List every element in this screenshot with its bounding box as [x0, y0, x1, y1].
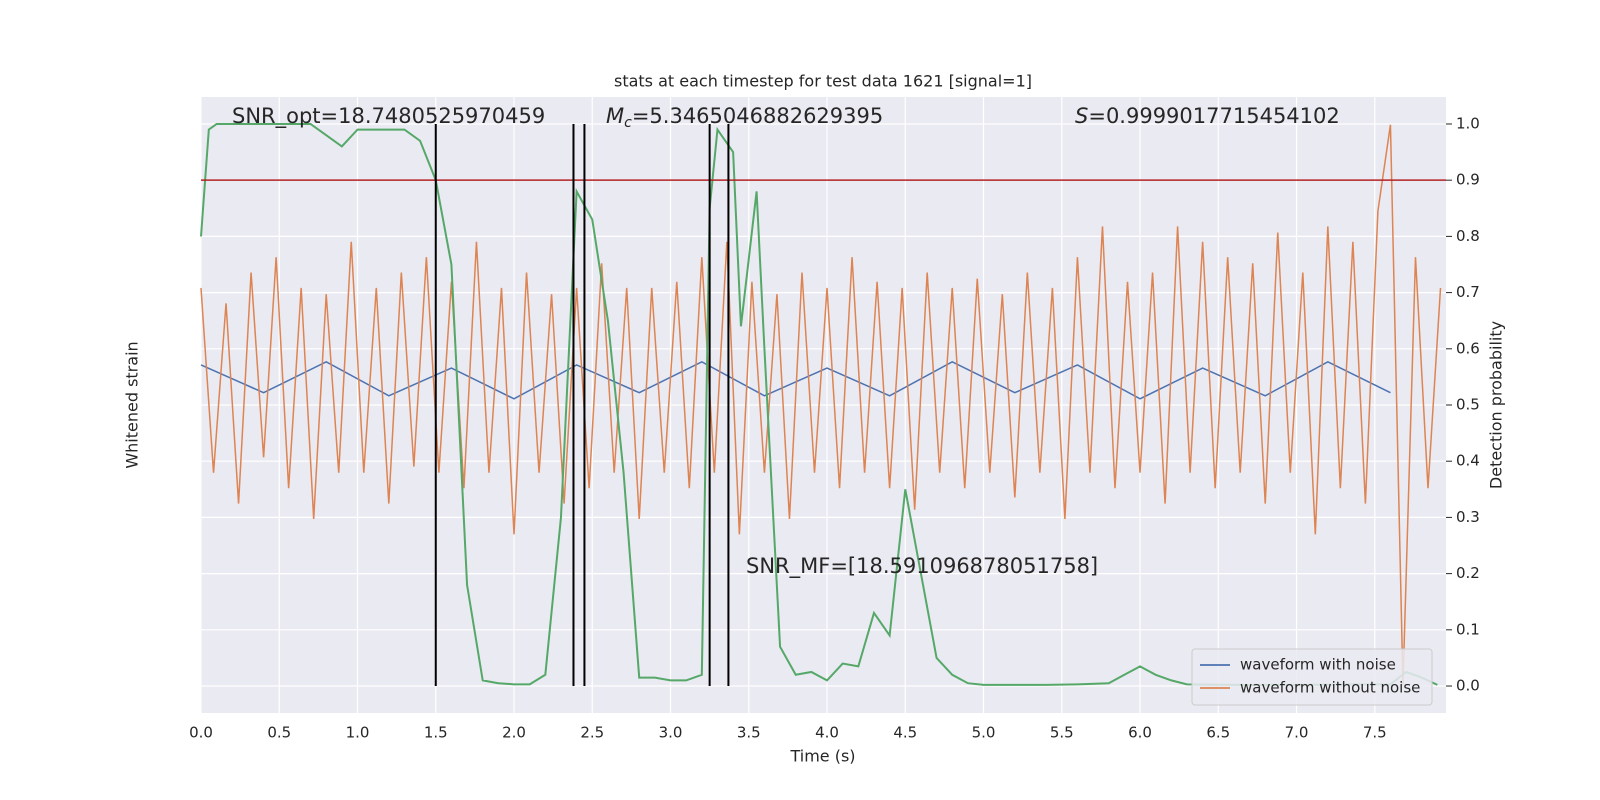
y-axis-label: Whitened strain [123, 341, 142, 468]
x-tick-label: 1.0 [346, 724, 370, 742]
legend-label: waveform without noise [1240, 679, 1420, 697]
x-tick-label: 4.5 [893, 724, 917, 742]
annotation-symbol: S [1075, 104, 1088, 128]
annotation-text: =5.3465046882629395 [632, 104, 883, 128]
x-tick-label: 6.0 [1128, 724, 1152, 742]
y2-tick-label: 0.0 [1456, 677, 1480, 695]
y2-tick-label: 0.4 [1456, 452, 1480, 470]
x-tick-label: 5.0 [972, 724, 996, 742]
annotation-subscript: c [624, 115, 632, 131]
legend-label: waveform with noise [1240, 656, 1396, 674]
x-tick-label: 0.5 [267, 724, 291, 742]
annotation-symbol: M [606, 104, 624, 128]
annotation: SNR_opt=18.7480525970459 [232, 104, 545, 129]
y2-tick-label: 0.7 [1456, 283, 1480, 301]
series-line [200, 124, 1442, 686]
x-tick-label: 7.5 [1363, 724, 1387, 742]
y2-tick-label: 0.2 [1456, 564, 1480, 582]
legend-box [1191, 648, 1433, 706]
chart-title: stats at each timestep for test data 162… [614, 72, 1032, 91]
x-tick-label: 3.0 [659, 724, 683, 742]
x-tick-label: 3.5 [737, 724, 761, 742]
annotation-text: SNR_MF=[18.591096878051758] [746, 554, 1098, 579]
y2-tick-label: 1.0 [1456, 114, 1480, 132]
x-tick-label: 4.0 [815, 724, 839, 742]
annotation-text: =0.9999017715454102 [1088, 104, 1339, 128]
x-tick-label: 2.0 [502, 724, 526, 742]
y2-tick-label: 0.5 [1456, 396, 1480, 414]
annotation: Mc=5.3465046882629395 [606, 104, 883, 131]
x-tick-label: 7.0 [1285, 724, 1309, 742]
x-axis-label: Time (s) [789, 747, 855, 766]
y2-tick-label: 0.9 [1456, 171, 1480, 189]
y2-tick-label: 0.3 [1456, 508, 1480, 526]
y2-axis-label: Detection probability [1487, 321, 1506, 489]
x-tick-label: 5.5 [1050, 724, 1074, 742]
y2-tick-label: 0.1 [1456, 620, 1480, 638]
y2-tick-label: 0.6 [1456, 339, 1480, 357]
annotation: SNR_MF=[18.591096878051758] [746, 554, 1098, 579]
x-tick-label: 6.5 [1206, 724, 1230, 742]
x-tick-label: 2.5 [580, 724, 604, 742]
x-tick-label: 1.5 [424, 724, 448, 742]
y2-tick-label: 0.8 [1456, 227, 1480, 245]
x-tick-label: 0.0 [189, 724, 213, 742]
series-line [200, 122, 1438, 686]
annotation-text: SNR_opt=18.7480525970459 [232, 104, 545, 129]
annotation: S=0.9999017715454102 [1075, 104, 1340, 128]
